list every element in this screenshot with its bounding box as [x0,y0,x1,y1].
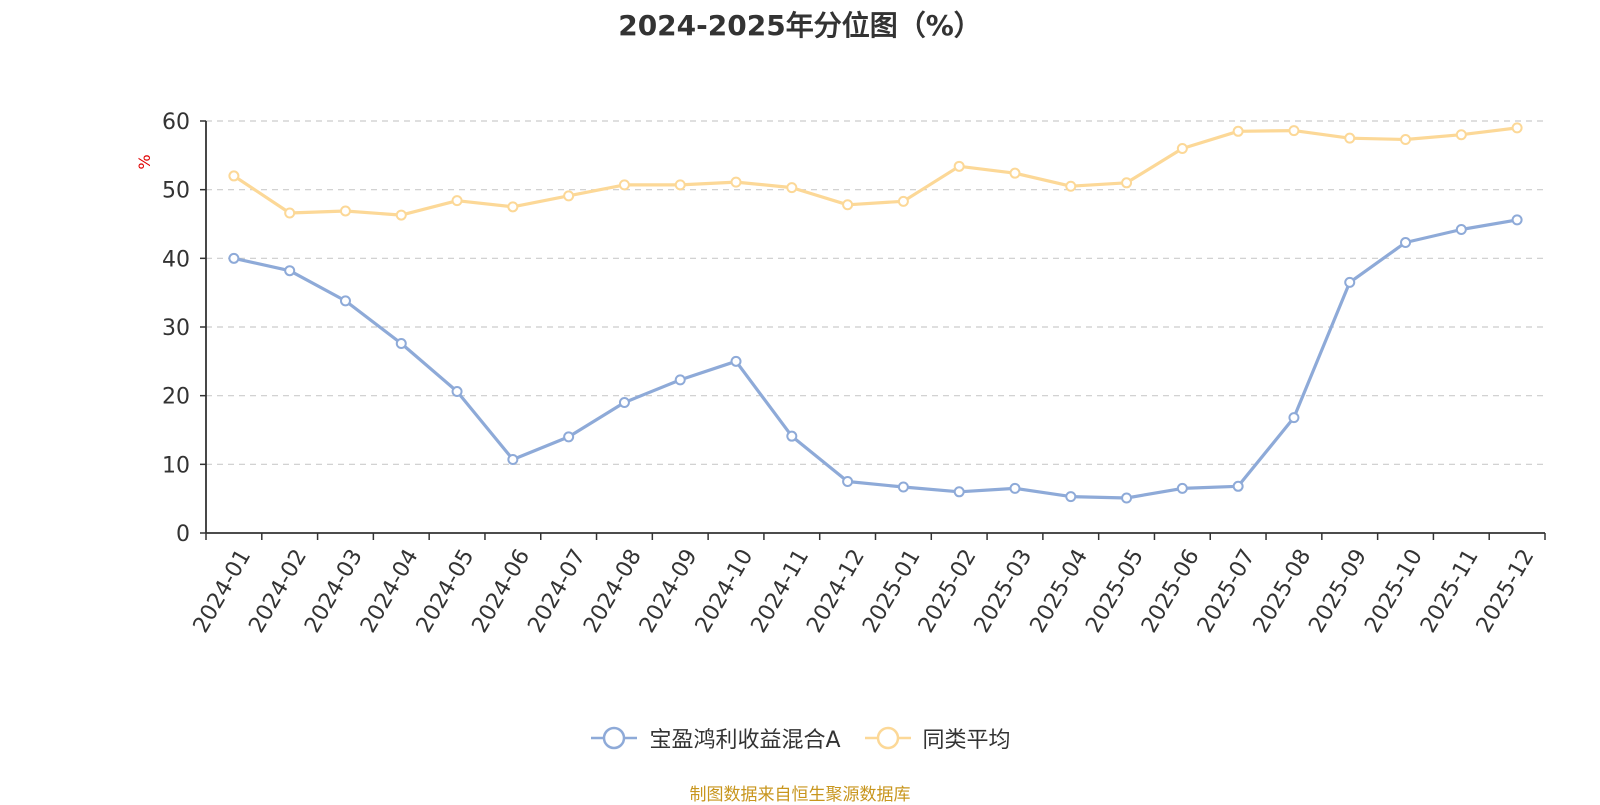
data-point [339,295,351,307]
series-lines [228,122,1523,504]
data-point [1400,134,1412,146]
data-point [1232,480,1244,492]
data-point [507,454,519,466]
y-tick-label: 40 [162,247,190,272]
data-point [563,431,575,443]
legend-item[interactable]: 同类平均 [863,722,1011,754]
data-point [842,199,854,211]
data-point [1288,125,1300,137]
data-point [1121,177,1133,189]
legend-marker-icon [864,726,911,750]
data-point [284,207,296,219]
data-point [507,201,519,213]
data-point [842,476,854,487]
data-point [1121,492,1133,504]
data-point [1009,167,1021,179]
data-point [1176,482,1188,494]
legend-item[interactable]: 宝盈鸿利收益混合A [589,722,841,754]
data-point [897,481,909,493]
y-tick-label: 10 [162,453,190,478]
data-point [284,265,296,277]
data-point [953,160,965,172]
chart-title: 2024-2025年分位图（%） [618,9,982,42]
y-axis-label: % [135,154,154,169]
data-point [228,170,240,182]
data-point [1232,125,1244,137]
data-point [1344,276,1356,288]
data-point [228,252,240,264]
data-point [786,430,798,442]
data-point [618,179,630,191]
data-point [786,182,798,194]
data-point [1288,412,1300,424]
data-point [1065,180,1077,192]
legend: 宝盈鸿利收益混合A 同类平均 [0,722,1600,754]
data-point [451,195,463,207]
data-point [1400,237,1412,249]
data-point [1344,132,1356,144]
data-point [674,374,686,386]
series-line-0 [233,218,1518,500]
data-point [1065,491,1077,503]
grid-lines [206,120,1545,465]
data-point [563,190,575,202]
data-point [674,179,686,191]
y-tick-label: 30 [162,316,190,341]
data-point [1511,122,1523,134]
data-point [339,205,351,217]
data-point [1455,223,1467,235]
source-note: 制图数据来自恒生聚源数据库 [689,785,911,805]
legend-marker-icon [591,726,638,750]
data-point [395,337,407,349]
y-tick-label: 60 [162,110,190,135]
data-point [1455,129,1467,141]
data-point [1009,482,1021,494]
data-point [618,397,630,409]
y-tick-label: 20 [162,385,190,410]
data-point [953,486,965,498]
series-line-1 [233,126,1518,217]
data-point [1176,142,1188,154]
y-tick-label: 50 [162,179,190,204]
y-tick-label: 0 [176,522,190,547]
legend-label: 宝盈鸿利收益混合A [649,728,841,753]
legend-label: 同类平均 [922,728,1011,753]
data-point [897,195,909,207]
data-point [730,355,742,367]
data-point [395,209,407,221]
data-point [730,176,742,188]
data-point [451,386,463,398]
data-point [1511,214,1523,226]
